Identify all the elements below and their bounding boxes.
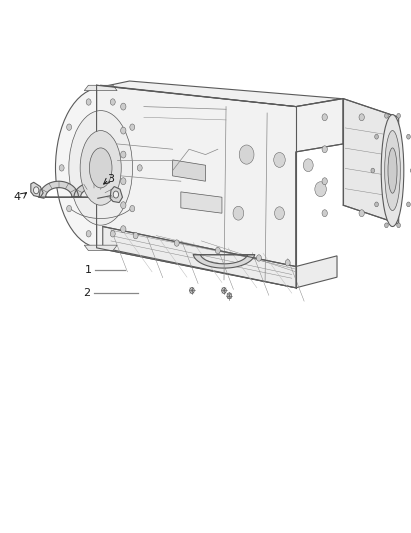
Ellipse shape bbox=[67, 124, 72, 131]
Text: 1: 1 bbox=[85, 265, 92, 275]
Polygon shape bbox=[343, 99, 399, 224]
Polygon shape bbox=[193, 255, 255, 268]
Ellipse shape bbox=[80, 131, 121, 205]
Polygon shape bbox=[110, 187, 122, 203]
Ellipse shape bbox=[274, 152, 285, 167]
Ellipse shape bbox=[90, 148, 112, 188]
Ellipse shape bbox=[59, 165, 64, 171]
Ellipse shape bbox=[375, 134, 379, 139]
Ellipse shape bbox=[189, 287, 194, 294]
Ellipse shape bbox=[359, 114, 364, 120]
Ellipse shape bbox=[275, 207, 284, 220]
Ellipse shape bbox=[121, 151, 126, 158]
Ellipse shape bbox=[385, 131, 400, 211]
Ellipse shape bbox=[397, 223, 400, 228]
Ellipse shape bbox=[130, 205, 135, 212]
Text: 4: 4 bbox=[14, 192, 21, 202]
Text: 3: 3 bbox=[107, 174, 115, 183]
Polygon shape bbox=[97, 81, 341, 107]
Ellipse shape bbox=[227, 293, 232, 299]
Ellipse shape bbox=[359, 209, 364, 216]
Ellipse shape bbox=[113, 191, 118, 198]
Polygon shape bbox=[103, 227, 337, 288]
Ellipse shape bbox=[239, 145, 254, 164]
Ellipse shape bbox=[397, 114, 400, 118]
Ellipse shape bbox=[385, 223, 388, 228]
Ellipse shape bbox=[322, 178, 327, 184]
Ellipse shape bbox=[322, 209, 327, 216]
Ellipse shape bbox=[86, 99, 91, 105]
Ellipse shape bbox=[222, 287, 226, 294]
Ellipse shape bbox=[137, 165, 142, 171]
Text: 2: 2 bbox=[83, 288, 90, 298]
Ellipse shape bbox=[315, 182, 326, 197]
Ellipse shape bbox=[233, 206, 244, 220]
Ellipse shape bbox=[121, 201, 126, 208]
Ellipse shape bbox=[110, 231, 115, 237]
Ellipse shape bbox=[381, 115, 404, 227]
Ellipse shape bbox=[406, 134, 410, 139]
Polygon shape bbox=[181, 192, 222, 213]
Ellipse shape bbox=[69, 110, 132, 225]
Polygon shape bbox=[97, 85, 343, 288]
Ellipse shape bbox=[371, 168, 374, 173]
Ellipse shape bbox=[133, 232, 138, 239]
Ellipse shape bbox=[174, 240, 179, 246]
Ellipse shape bbox=[385, 114, 388, 118]
Ellipse shape bbox=[33, 187, 39, 193]
Ellipse shape bbox=[388, 148, 397, 193]
Ellipse shape bbox=[67, 205, 72, 212]
Ellipse shape bbox=[256, 255, 261, 261]
Ellipse shape bbox=[375, 202, 379, 207]
Ellipse shape bbox=[86, 231, 91, 237]
Ellipse shape bbox=[303, 159, 313, 172]
Ellipse shape bbox=[121, 127, 126, 134]
Polygon shape bbox=[173, 160, 206, 181]
Polygon shape bbox=[31, 182, 43, 197]
Ellipse shape bbox=[285, 260, 290, 266]
Ellipse shape bbox=[121, 226, 126, 232]
Polygon shape bbox=[84, 85, 117, 91]
Ellipse shape bbox=[130, 124, 135, 131]
Ellipse shape bbox=[110, 99, 115, 105]
Polygon shape bbox=[84, 245, 117, 251]
Ellipse shape bbox=[322, 114, 327, 120]
Ellipse shape bbox=[121, 103, 126, 110]
Ellipse shape bbox=[406, 202, 410, 207]
Ellipse shape bbox=[322, 146, 327, 152]
Polygon shape bbox=[39, 181, 113, 197]
Ellipse shape bbox=[215, 247, 220, 254]
Ellipse shape bbox=[121, 178, 126, 184]
Ellipse shape bbox=[55, 88, 146, 248]
Ellipse shape bbox=[410, 168, 411, 173]
